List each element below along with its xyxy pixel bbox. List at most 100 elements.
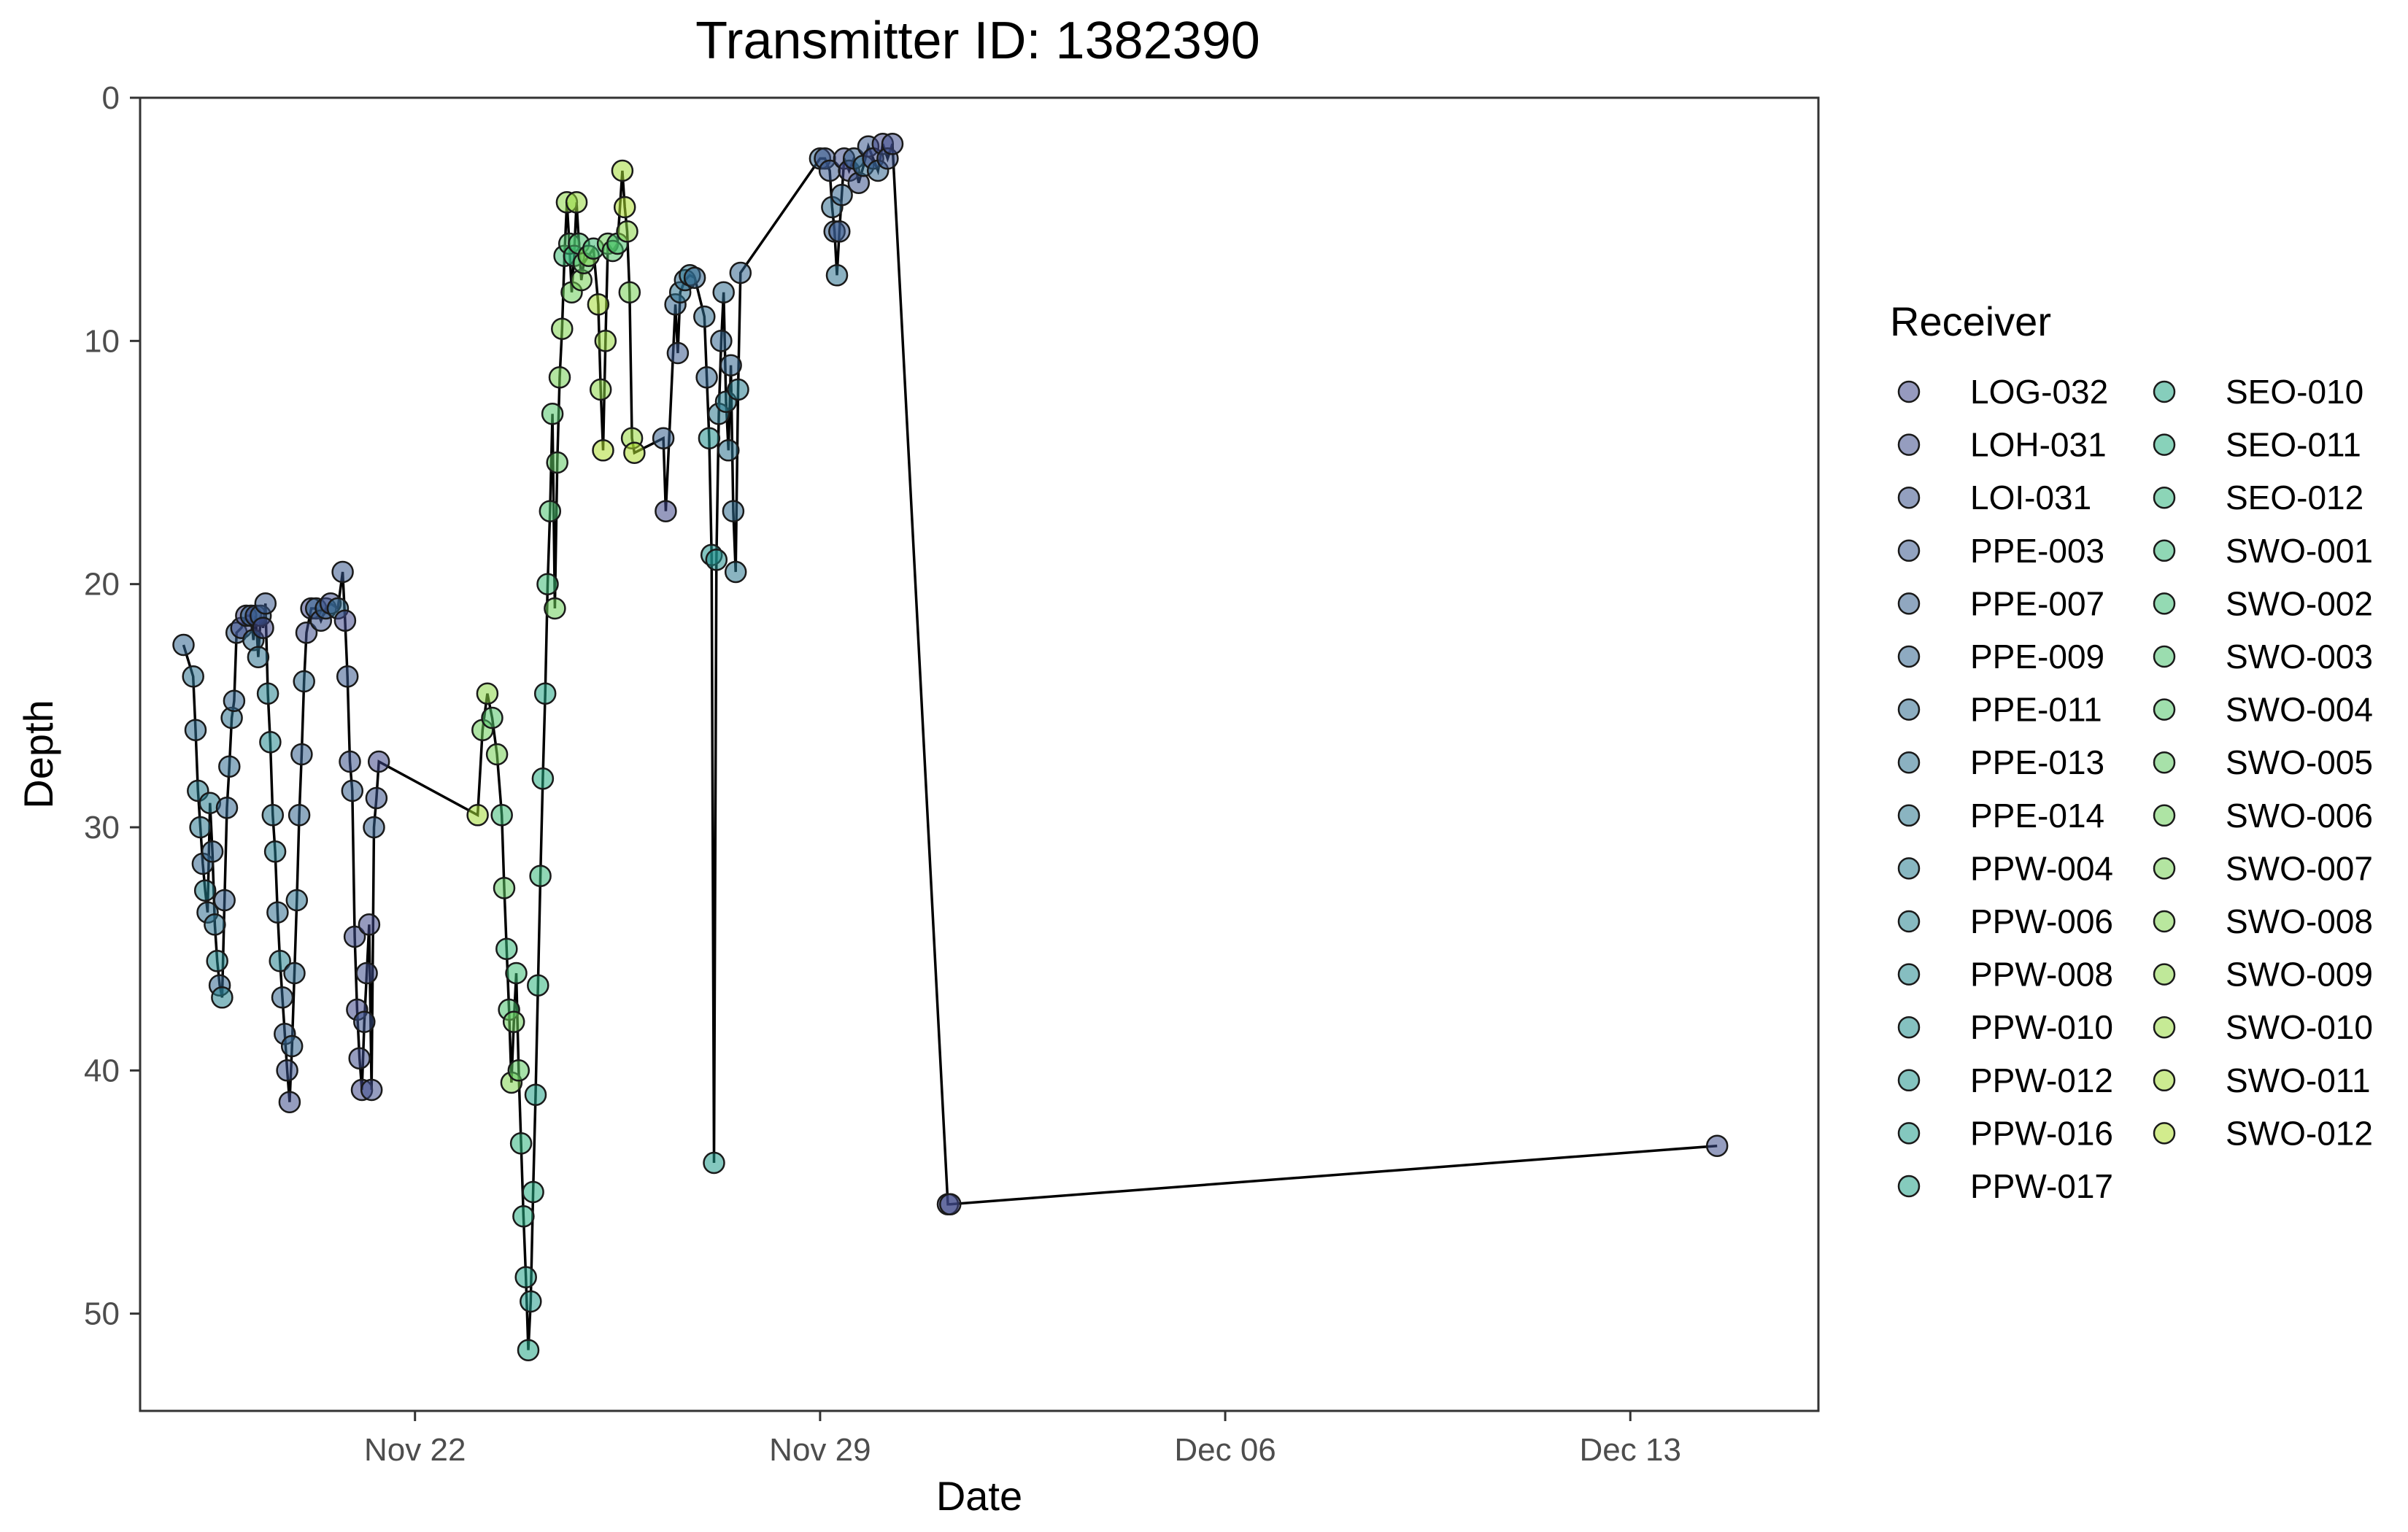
legend-swatch [2153, 1069, 2176, 1092]
detection-point [616, 220, 638, 243]
legend-swatch [2153, 910, 2176, 933]
legend-swatch [2153, 804, 2176, 827]
legend-label: PPE-009 [1970, 638, 2104, 676]
detection-point [278, 1091, 301, 1113]
detection-point [655, 500, 677, 522]
detection-point [476, 682, 499, 705]
legend-item: SWO-009 [2153, 956, 2373, 994]
detection-point [531, 767, 555, 790]
legend-label: SWO-008 [2226, 902, 2373, 940]
detection-point [592, 439, 614, 462]
detection-point [339, 750, 361, 773]
legend-item: PPW-006 [1897, 902, 2113, 940]
legend-swatch [1897, 963, 1921, 986]
legend-label: SWO-004 [2226, 691, 2373, 729]
detection-point [587, 293, 610, 316]
detection-point [490, 804, 513, 827]
y-axis-title: Depth [15, 700, 61, 808]
detection-point [565, 191, 588, 214]
legend-item: SWO-012 [2153, 1114, 2373, 1152]
detection-point [517, 1339, 540, 1361]
detection-point [341, 779, 364, 802]
detection-point [722, 500, 745, 522]
detection-point [348, 1047, 371, 1069]
legend-label: PPE-007 [1970, 584, 2104, 622]
legend-label: SEO-012 [2226, 479, 2363, 517]
detection-point [290, 743, 313, 766]
legend-label: SWO-011 [2226, 1061, 2371, 1099]
legend-item: PPW-008 [1897, 956, 2113, 994]
legend-item: SWO-003 [2153, 638, 2373, 676]
detection-point [481, 706, 503, 730]
detection-point [539, 500, 562, 522]
detection-point [548, 366, 571, 389]
legend-swatch [2153, 539, 2176, 562]
legend-item: SWO-001 [2153, 532, 2373, 570]
receiver-legend: Receiver LOG-032 LOH-031 LOI-031 PPE-003 PPE… [1890, 298, 2373, 1205]
legend-label: SWO-009 [2226, 956, 2373, 994]
legend-item: SWO-006 [2153, 797, 2373, 835]
legend-swatch [1897, 804, 1921, 827]
detection-point [211, 986, 234, 1009]
detection-point [363, 816, 385, 839]
legend-item: SEO-011 [2153, 426, 2361, 464]
legend-item: SWO-008 [2153, 902, 2373, 940]
legend-item: LOH-031 [1897, 426, 2107, 464]
detection-point [247, 646, 270, 668]
detection-point [712, 281, 735, 303]
legend-label: SWO-007 [2226, 849, 2373, 887]
x-axis-title: Date [936, 1473, 1022, 1519]
legend-swatch [2153, 751, 2176, 774]
y-axis: 0 10 20 30 40 50 [84, 80, 140, 1332]
detection-point [493, 877, 516, 900]
detection-point [355, 962, 378, 985]
detection-point [218, 755, 241, 778]
detection-point [589, 378, 612, 401]
detection-point [724, 560, 747, 584]
legend-swatch [2153, 857, 2176, 880]
detection-point [611, 159, 634, 182]
legend-swatch [2153, 433, 2176, 456]
legend-label: SWO-006 [2226, 797, 2373, 835]
legend-label: PPW-004 [1970, 849, 2113, 887]
y-tick-label: 50 [84, 1296, 120, 1332]
detection-point [485, 743, 509, 766]
detection-point [522, 1180, 544, 1204]
detection-point [830, 184, 853, 206]
legend-label: LOH-031 [1970, 426, 2107, 464]
detection-point [541, 403, 564, 425]
legend-label: PPE-011 [1970, 691, 2102, 729]
y-tick-label: 30 [84, 810, 120, 846]
detection-point [259, 731, 282, 754]
detection-point [527, 974, 549, 997]
legend-item: SEO-012 [2153, 479, 2363, 517]
x-tick-label: Nov 22 [364, 1432, 466, 1468]
legend-item: PPE-011 [1897, 691, 2102, 729]
detection-point [551, 317, 574, 340]
legend-label: SWO-003 [2226, 638, 2373, 676]
detection-point [520, 1290, 542, 1313]
detection-point [544, 597, 566, 620]
detection-point [495, 937, 518, 960]
y-tick-label: 40 [84, 1053, 120, 1088]
x-tick-label: Dec 06 [1174, 1432, 1276, 1468]
legend-label: PPW-016 [1970, 1114, 2113, 1152]
detection-point [505, 962, 528, 985]
legend-swatch [1897, 592, 1921, 615]
detection-point [695, 366, 718, 389]
legend-items: LOG-032 LOH-031 LOI-031 PPE-003 PPE-007 PPE-0… [1897, 373, 2373, 1205]
legend-label: SEO-011 [2226, 426, 2361, 464]
legend-item: SWO-002 [2153, 584, 2373, 622]
detection-point [729, 261, 752, 285]
legend-label: SWO-005 [2226, 743, 2373, 781]
legend-swatch [2153, 698, 2176, 721]
detection-point [256, 682, 279, 705]
legend-swatch [2153, 963, 2176, 986]
detection-point [172, 633, 195, 657]
plot-panel [139, 96, 1820, 1412]
legend-item: SWO-011 [2153, 1061, 2371, 1099]
detection-point [533, 682, 557, 705]
detection-point [825, 264, 849, 287]
y-tick-label: 10 [84, 323, 120, 359]
